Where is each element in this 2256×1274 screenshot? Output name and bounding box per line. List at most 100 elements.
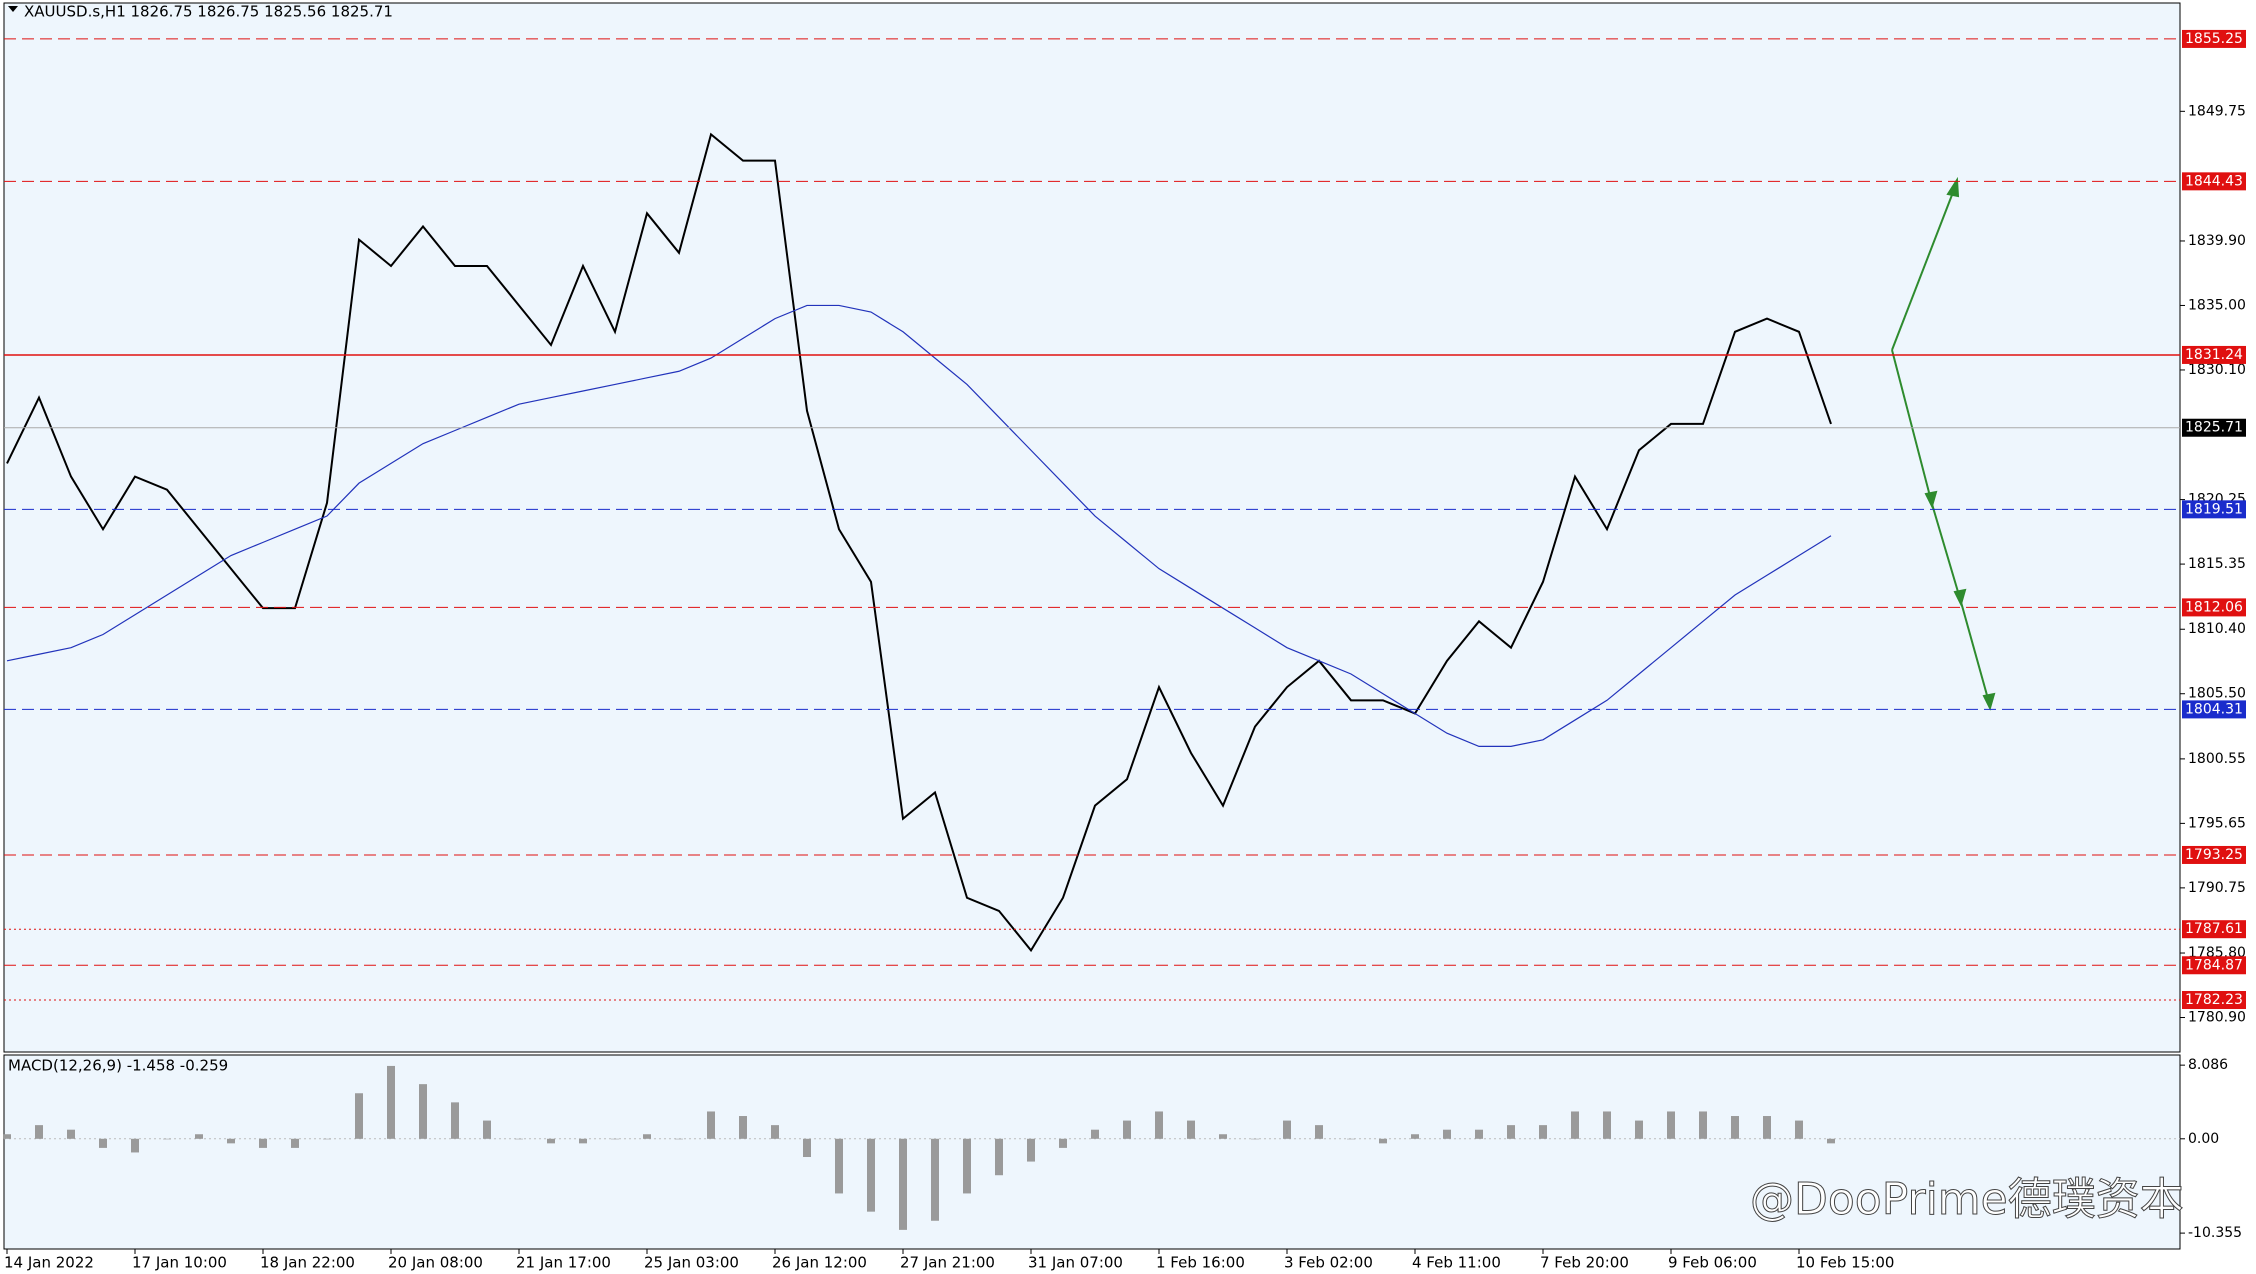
macd-bar <box>1475 1129 1483 1139</box>
level-label: 1819.51 <box>2185 501 2243 517</box>
macd-bar <box>1635 1120 1643 1139</box>
price-line <box>6 132 1832 953</box>
x-tick-label: 4 Feb 11:00 <box>1412 1254 1501 1272</box>
macd-bar <box>387 1065 395 1139</box>
level-label-box <box>2182 700 2246 719</box>
level-label: 1787.61 <box>2185 921 2243 937</box>
level-label: 1825.71 <box>2185 420 2243 436</box>
y-tick-label: 1849.75 <box>2188 103 2246 119</box>
macd-bar <box>1667 1111 1675 1139</box>
macd-bar <box>1155 1111 1163 1139</box>
y-tick-label: 8.086 <box>2188 1057 2228 1073</box>
chart-title: XAUUSD.s,H1 1826.75 1826.75 1825.56 1825… <box>24 3 393 21</box>
level-label: 1844.43 <box>2185 173 2243 189</box>
macd-bar <box>1379 1138 1387 1144</box>
y-tick-label: 1805.50 <box>2188 686 2246 702</box>
macd-bar <box>1251 1138 1259 1140</box>
macd-bar <box>291 1138 299 1148</box>
macd-bar <box>1603 1111 1611 1139</box>
level-label-box <box>2182 345 2246 364</box>
y-tick-label: 1810.40 <box>2188 621 2246 637</box>
macd-bar <box>739 1116 747 1139</box>
level-label-box <box>2182 418 2246 437</box>
x-tick-label: 27 Jan 21:00 <box>900 1254 995 1272</box>
y-tick-label: -10.355 <box>2188 1225 2242 1241</box>
macd-bar <box>483 1120 491 1139</box>
macd-bar <box>3 1134 11 1139</box>
macd-bar <box>1507 1125 1515 1139</box>
macd-bar <box>643 1134 651 1139</box>
y-tick-label: 1835.00 <box>2188 297 2246 313</box>
y-tick-label: 1795.65 <box>2188 815 2246 831</box>
price-line <box>6 304 1832 747</box>
macd-bar <box>1347 1138 1355 1140</box>
main-plot <box>3 2 2181 1053</box>
y-tick-label: 1790.75 <box>2188 880 2246 896</box>
level-label-box <box>2182 920 2246 939</box>
macd-bar <box>67 1129 75 1139</box>
macd-bar <box>579 1138 587 1144</box>
x-tick-label: 1 Feb 16:00 <box>1156 1254 1245 1272</box>
level-label-box <box>2182 29 2246 48</box>
macd-bar <box>1411 1134 1419 1139</box>
macd-bar <box>323 1138 331 1140</box>
macd-bar <box>675 1138 683 1140</box>
level-label: 1784.87 <box>2185 957 2243 973</box>
y-tick-label: 1800.55 <box>2188 751 2246 767</box>
y-tick-label: 1780.90 <box>2188 1010 2246 1026</box>
macd-bar <box>1795 1120 1803 1139</box>
macd-bar <box>1283 1120 1291 1139</box>
x-tick-label: 17 Jan 10:00 <box>132 1254 227 1272</box>
level-label-box <box>2182 991 2246 1010</box>
x-tick-label: 3 Feb 02:00 <box>1284 1254 1373 1272</box>
macd-bar <box>1059 1138 1067 1148</box>
level-label-box <box>2182 956 2246 975</box>
x-tick-label: 7 Feb 20:00 <box>1540 1254 1629 1272</box>
x-tick-label: 14 Jan 2022 <box>4 1254 94 1272</box>
macd-bar <box>1219 1134 1227 1139</box>
macd-bar <box>963 1138 971 1194</box>
macd-bar <box>35 1125 43 1139</box>
macd-bar <box>451 1102 459 1139</box>
macd-bar <box>1187 1120 1195 1139</box>
macd-bar <box>707 1111 715 1139</box>
macd-bar <box>1123 1120 1131 1139</box>
x-tick-label: 25 Jan 03:00 <box>644 1254 739 1272</box>
macd-bar <box>771 1125 779 1139</box>
y-tick-label: 1830.10 <box>2188 362 2246 378</box>
level-label-box <box>2182 500 2246 519</box>
menu-icon <box>8 6 18 12</box>
level-label: 1831.24 <box>2185 347 2243 363</box>
x-tick-label: 20 Jan 08:00 <box>388 1254 483 1272</box>
macd-bar <box>515 1138 523 1140</box>
macd-plot <box>3 1054 2181 1250</box>
macd-bar <box>355 1093 363 1139</box>
y-tick-label: 0.00 <box>2188 1131 2219 1147</box>
macd-bar <box>195 1134 203 1139</box>
level-label: 1793.25 <box>2185 847 2243 863</box>
macd-bar <box>1699 1111 1707 1139</box>
macd-bar <box>259 1138 267 1148</box>
macd-bar <box>611 1138 619 1140</box>
macd-bar <box>1315 1125 1323 1139</box>
level-label-box <box>2182 845 2246 864</box>
level-label: 1812.06 <box>2185 599 2243 615</box>
macd-bar <box>899 1138 907 1230</box>
x-tick-label: 9 Feb 06:00 <box>1668 1254 1757 1272</box>
level-label: 1782.23 <box>2185 992 2243 1008</box>
macd-bar <box>1571 1111 1579 1139</box>
level-label-box <box>2182 172 2246 191</box>
macd-bar <box>803 1138 811 1158</box>
macd-bar <box>1027 1138 1035 1162</box>
macd-bar <box>1539 1125 1547 1139</box>
macd-title: MACD(12,26,9) -1.458 -0.259 <box>8 1057 228 1075</box>
macd-bar <box>1731 1116 1739 1139</box>
level-label: 1855.25 <box>2185 31 2243 47</box>
y-tick-label: 1815.35 <box>2188 556 2246 572</box>
macd-bar <box>931 1138 939 1221</box>
macd-bar <box>867 1138 875 1212</box>
level-label: 1804.31 <box>2185 701 2243 717</box>
level-label-box <box>2182 598 2246 617</box>
x-tick-label: 18 Jan 22:00 <box>260 1254 355 1272</box>
x-tick-label: 21 Jan 17:00 <box>516 1254 611 1272</box>
